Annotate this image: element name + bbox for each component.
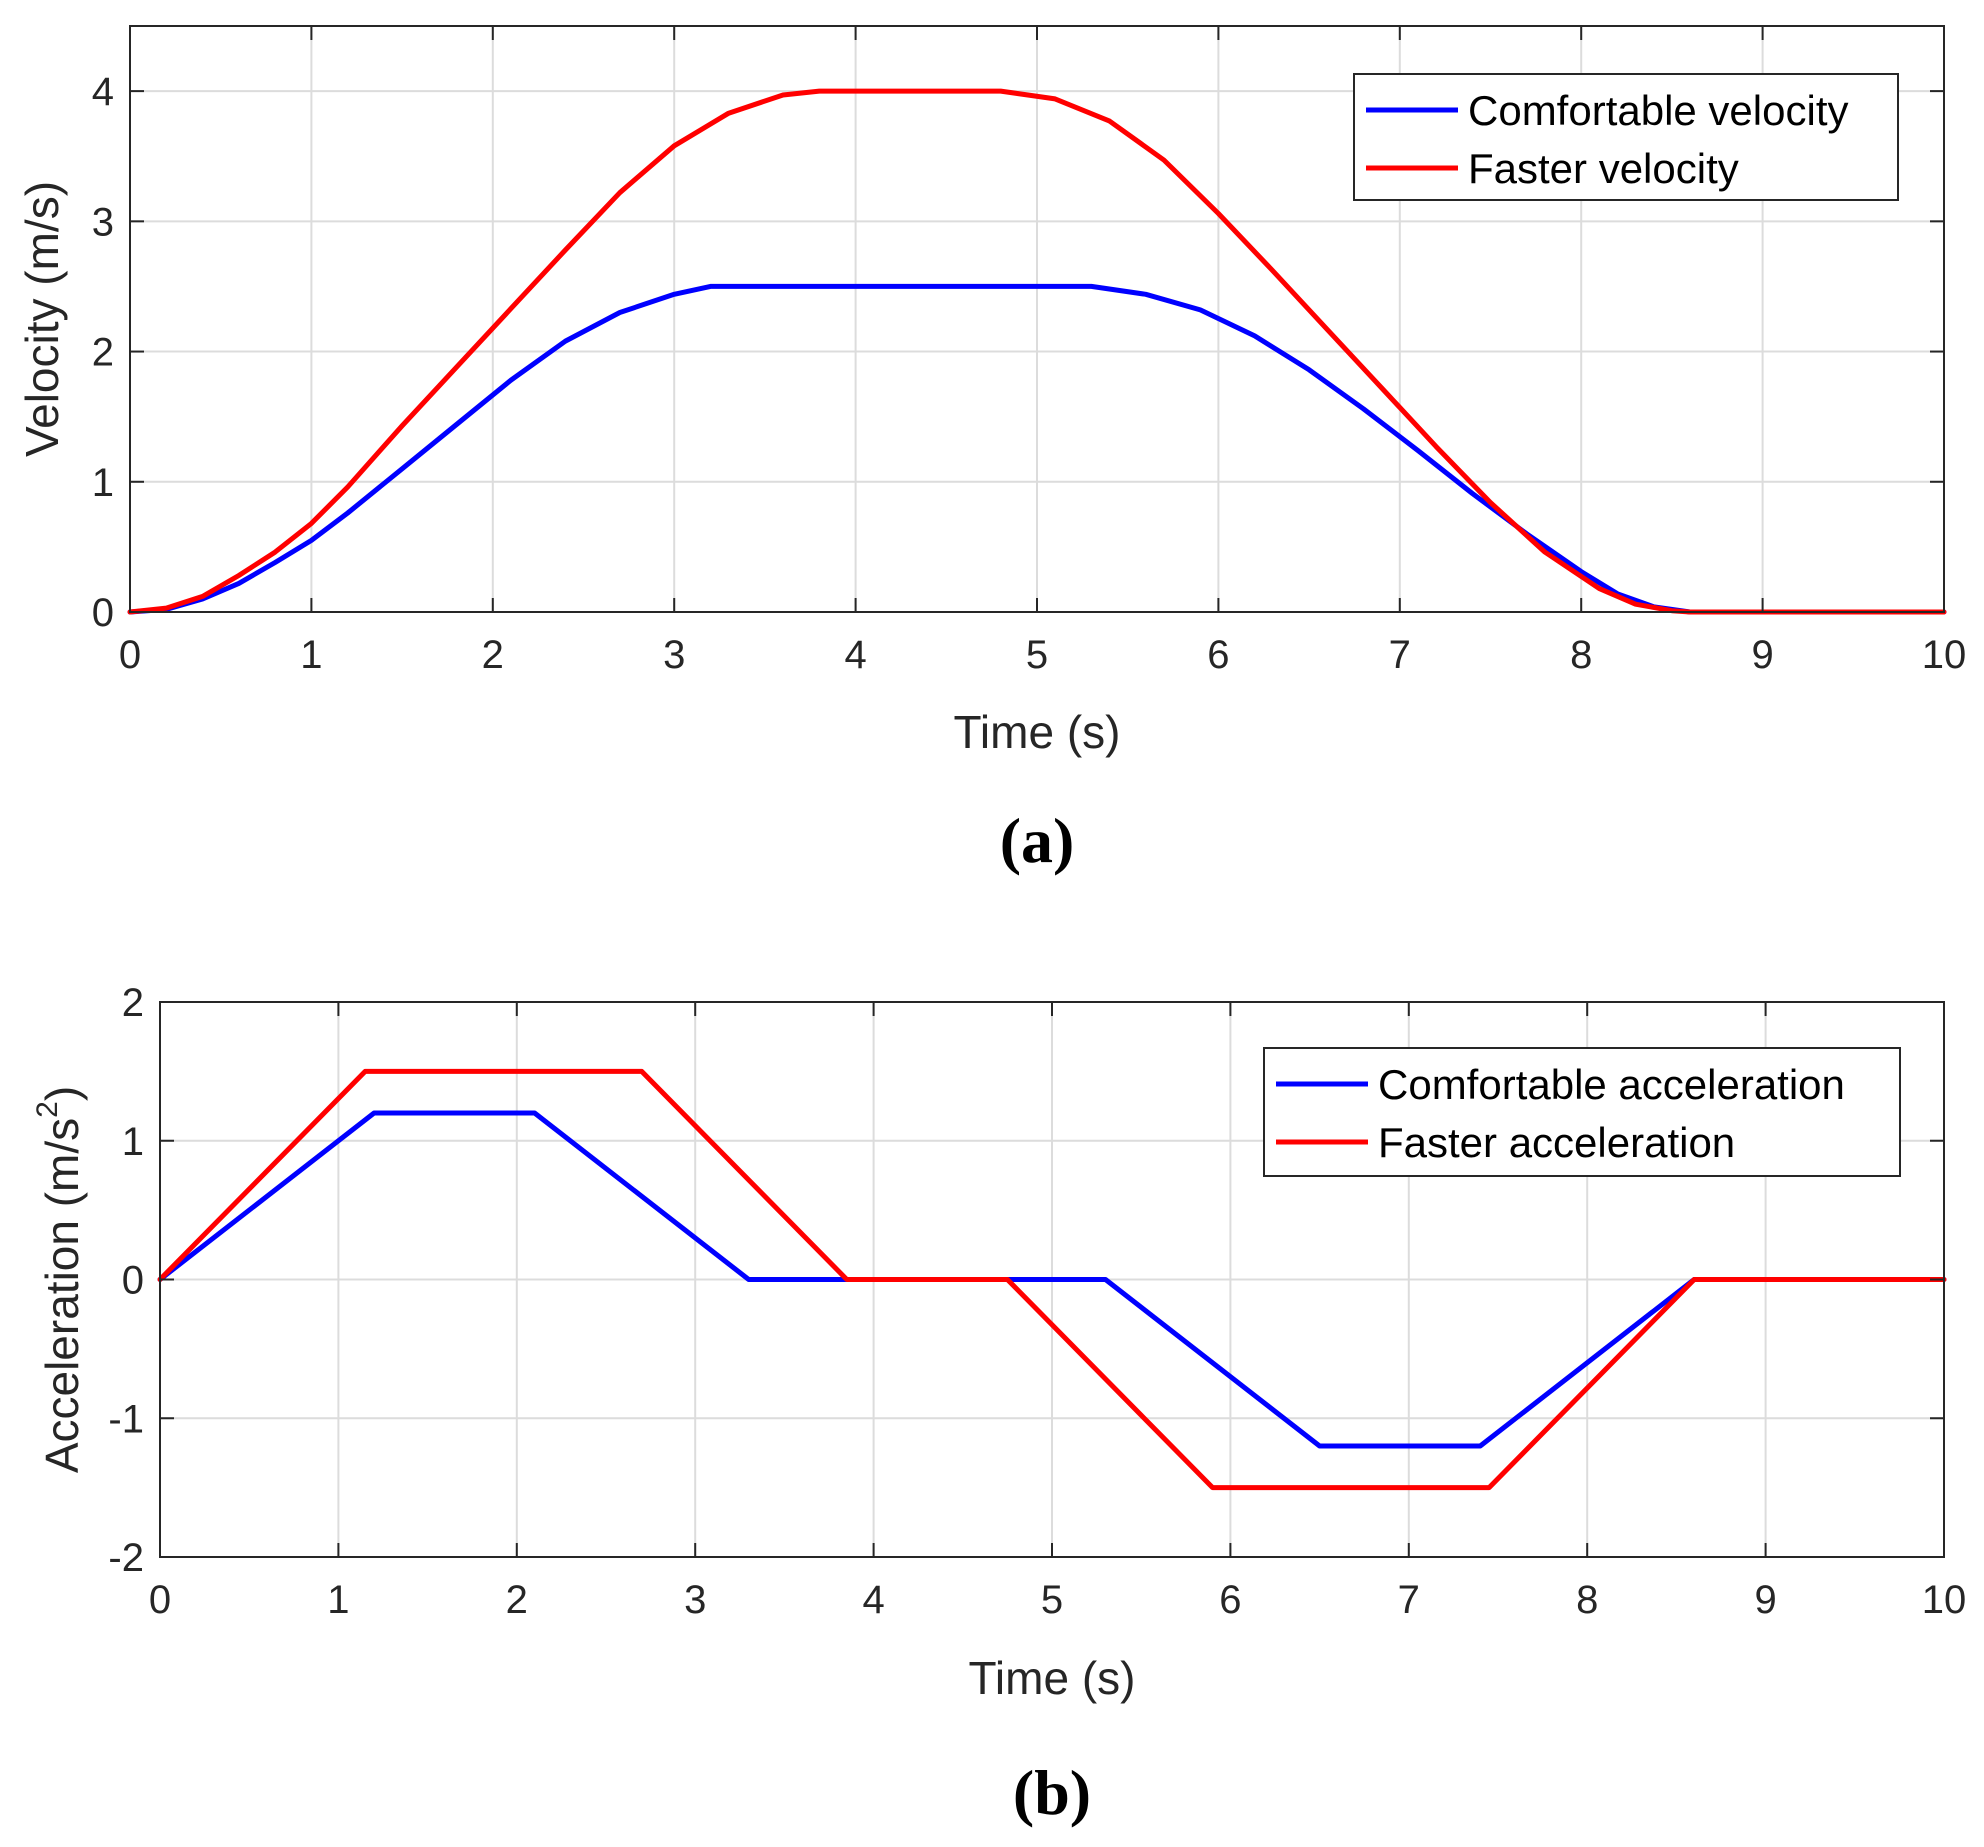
acceleration-series-comfortable-line bbox=[157, 1110, 1947, 1449]
acceleration-y-label-superscript: 2 bbox=[31, 1101, 64, 1118]
acceleration-panel: 0 1 2 3 4 5 6 7 8 9 10 -2 -1 0 1 2 Time (s) Acceleratio… bbox=[31, 981, 1966, 1828]
velocity-x-tick-label: 10 bbox=[1922, 633, 1967, 677]
acceleration-legend-label-comfortable: Comfortable acceleration bbox=[1378, 1061, 1845, 1108]
acceleration-y-tick-label: 0 bbox=[122, 1259, 144, 1303]
acceleration-x-tick-label: 2 bbox=[506, 1578, 528, 1622]
velocity-x-tick-label: 5 bbox=[1026, 633, 1048, 677]
velocity-y-tick-label: 0 bbox=[92, 591, 114, 635]
velocity-y-tick-label: 2 bbox=[92, 331, 114, 375]
acceleration-x-tick-label: 8 bbox=[1576, 1578, 1598, 1622]
acceleration-y-label-suffix: ) bbox=[36, 1086, 88, 1101]
acceleration-x-tick-label: 5 bbox=[1041, 1578, 1063, 1622]
acceleration-y-tick-label: -2 bbox=[108, 1536, 144, 1580]
acceleration-x-tick-label: 1 bbox=[327, 1578, 349, 1622]
acceleration-x-tick-label: 7 bbox=[1398, 1578, 1420, 1622]
velocity-x-axis-label: Time (s) bbox=[954, 706, 1121, 758]
acceleration-legend-box bbox=[1263, 1047, 1901, 1177]
acceleration-y-label-main: Acceleration (m/s bbox=[36, 1118, 88, 1473]
velocity-x-tick-label: 0 bbox=[119, 633, 141, 677]
acceleration-y-axis-label: Acceleration (m/s2) bbox=[31, 1086, 88, 1473]
velocity-series-faster-line bbox=[127, 88, 1947, 615]
acceleration-x-tick-label: 6 bbox=[1219, 1578, 1241, 1622]
acceleration-y-tick-label: -1 bbox=[108, 1397, 144, 1441]
velocity-x-tick-label: 1 bbox=[300, 633, 322, 677]
acceleration-legend-label-faster: Faster acceleration bbox=[1378, 1119, 1735, 1166]
velocity-legend-label-comfortable: Comfortable velocity bbox=[1468, 87, 1848, 134]
acceleration-x-tick-label: 9 bbox=[1754, 1578, 1776, 1622]
velocity-y-tick-label: 1 bbox=[92, 461, 114, 505]
velocity-panel-caption: (a) bbox=[1000, 805, 1075, 876]
velocity-y-tick-label: 3 bbox=[92, 200, 114, 244]
velocity-x-tick-label: 3 bbox=[663, 633, 685, 677]
acceleration-x-tick-label: 4 bbox=[862, 1578, 884, 1622]
velocity-series-comfortable-line bbox=[127, 283, 1947, 615]
velocity-x-tick-label: 8 bbox=[1570, 633, 1592, 677]
velocity-x-tick-label: 6 bbox=[1207, 633, 1229, 677]
velocity-y-tick-label: 4 bbox=[92, 70, 114, 114]
velocity-x-tick-label: 4 bbox=[844, 633, 866, 677]
acceleration-y-tick-label: 2 bbox=[122, 981, 144, 1025]
velocity-legend-box bbox=[1353, 73, 1899, 201]
acceleration-legend: Comfortable acceleration Faster accelera… bbox=[1263, 1047, 1901, 1177]
velocity-x-tick-label: 2 bbox=[482, 633, 504, 677]
acceleration-y-tick-label: 1 bbox=[122, 1120, 144, 1164]
acceleration-x-tick-label: 3 bbox=[684, 1578, 706, 1622]
acceleration-x-tick-label: 0 bbox=[149, 1578, 171, 1622]
velocity-x-tick-label: 9 bbox=[1751, 633, 1773, 677]
acceleration-x-tick-label: 10 bbox=[1922, 1578, 1967, 1622]
velocity-panel: 0 1 2 3 4 5 6 7 8 9 10 0 1 2 3 4 Time (s) Velocity (m/s… bbox=[16, 25, 1967, 876]
velocity-x-tick-label: 7 bbox=[1389, 633, 1411, 677]
acceleration-panel-caption: (b) bbox=[1013, 1757, 1091, 1828]
velocity-legend-label-faster: Faster velocity bbox=[1468, 145, 1739, 192]
velocity-y-axis-label: Velocity (m/s) bbox=[16, 181, 68, 457]
velocity-legend: Comfortable velocity Faster velocity bbox=[1353, 73, 1899, 201]
acceleration-series-faster-line bbox=[157, 1068, 1947, 1491]
acceleration-x-axis-label: Time (s) bbox=[969, 1652, 1136, 1704]
